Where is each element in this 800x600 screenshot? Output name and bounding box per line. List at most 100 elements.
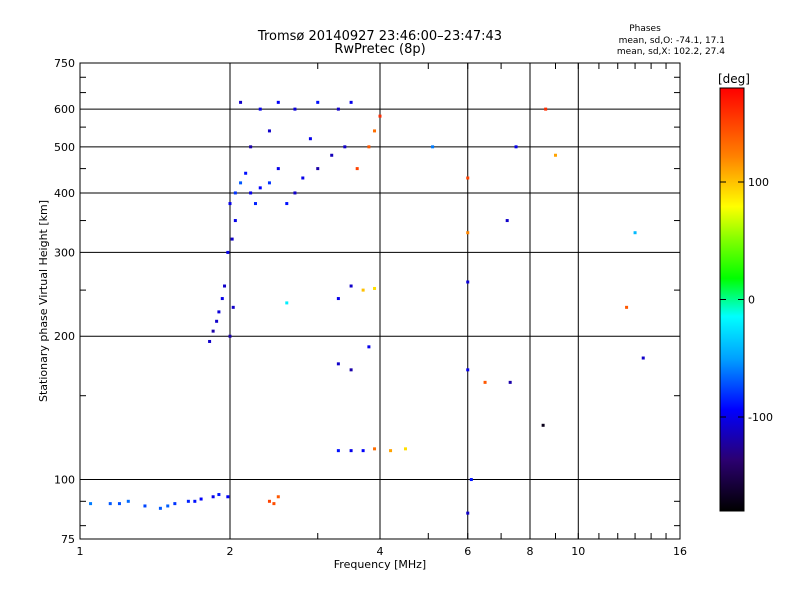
data-point <box>349 100 353 104</box>
data-point <box>217 310 221 314</box>
data-points <box>89 100 645 515</box>
chart-title: Tromsø 20140927 23:46:00–23:47:43 <box>257 29 502 44</box>
data-point <box>466 231 470 235</box>
data-point <box>373 286 377 290</box>
data-point <box>285 202 289 206</box>
data-point <box>389 449 393 453</box>
data-point <box>143 504 147 508</box>
colorbar-label: [deg] <box>718 72 750 86</box>
data-point <box>355 167 359 171</box>
data-point <box>211 329 215 333</box>
chart-subtitle: RwPretec (8p) <box>334 42 425 57</box>
x-tick-label: 2 <box>227 545 234 558</box>
data-point <box>483 380 487 384</box>
data-point <box>361 449 365 453</box>
data-point <box>469 478 473 482</box>
data-point <box>373 447 377 451</box>
data-point <box>173 502 177 506</box>
colorbar-tick-label: -100 <box>748 411 773 424</box>
data-point <box>89 502 93 506</box>
x-tick-label: 10 <box>571 545 585 558</box>
data-point <box>108 502 112 506</box>
data-point <box>258 186 262 190</box>
data-point <box>253 202 257 206</box>
data-point <box>249 145 253 149</box>
data-point <box>126 499 130 503</box>
data-point <box>211 495 215 499</box>
data-point <box>193 499 197 503</box>
y-tick-label: 400 <box>54 187 75 200</box>
data-point <box>367 345 371 349</box>
data-point <box>267 499 271 503</box>
data-point <box>226 250 230 254</box>
x-tick-label: 6 <box>464 545 471 558</box>
y-tick-label: 100 <box>54 474 75 487</box>
data-point <box>228 334 232 338</box>
data-point <box>553 153 557 157</box>
data-point <box>361 288 365 292</box>
data-point <box>316 167 320 171</box>
data-point <box>431 145 435 149</box>
data-point <box>267 129 271 133</box>
data-point <box>301 176 305 180</box>
data-point <box>239 181 243 185</box>
data-point <box>258 107 262 111</box>
data-point <box>208 339 212 343</box>
data-point <box>378 114 382 118</box>
data-point <box>276 167 280 171</box>
data-point <box>541 423 545 427</box>
stats-heading: Phases <box>629 24 661 34</box>
x-axis: 1 2 4 6 8 10 16 <box>77 63 687 558</box>
data-point <box>641 356 645 360</box>
x-axis-label: Frequency [MHz] <box>334 558 426 571</box>
data-point <box>117 502 121 506</box>
data-point <box>199 497 203 501</box>
data-point <box>349 284 353 288</box>
data-point <box>466 368 470 372</box>
data-point <box>158 506 162 510</box>
y-axis-label: Stationary phase Virtual Height [km] <box>37 200 50 402</box>
data-point <box>220 297 224 301</box>
data-point <box>505 219 509 223</box>
y-tick-label: 500 <box>54 141 75 154</box>
data-point <box>336 362 340 366</box>
data-point <box>293 107 297 111</box>
data-point <box>223 284 227 288</box>
data-point <box>230 237 234 241</box>
data-point <box>343 145 347 149</box>
y-tick-label: 300 <box>54 246 75 259</box>
data-point <box>228 202 232 206</box>
data-point <box>466 176 470 180</box>
data-point <box>166 504 170 508</box>
stats-line-x: mean, sd,X: 102.2, 27.4 <box>617 47 725 57</box>
data-point <box>244 171 248 175</box>
y-tick-label: 600 <box>54 103 75 116</box>
data-point <box>349 449 353 453</box>
colorbar-ticks: 100 0 -100 <box>720 176 773 424</box>
data-point <box>226 495 230 499</box>
data-point <box>285 301 289 305</box>
x-tick-label: 1 <box>77 545 84 558</box>
data-point <box>625 305 629 309</box>
y-tick-label: 75 <box>61 533 75 546</box>
data-point <box>276 100 280 104</box>
data-point <box>215 319 219 323</box>
data-point <box>308 137 312 141</box>
data-point <box>349 368 353 372</box>
y-axis: 75 100 200 300 400 500 600 750 <box>54 57 680 546</box>
data-point <box>544 107 548 111</box>
grid <box>80 63 680 539</box>
data-point <box>373 129 377 133</box>
data-point <box>276 495 280 499</box>
data-point <box>466 280 470 284</box>
data-point <box>293 191 297 195</box>
data-point <box>233 191 237 195</box>
y-tick-label: 750 <box>54 57 75 70</box>
data-point <box>231 305 235 309</box>
data-point <box>272 502 276 506</box>
data-point <box>316 100 320 104</box>
y-tick-label: 200 <box>54 330 75 343</box>
data-point <box>267 181 271 185</box>
x-tick-label: 4 <box>377 545 384 558</box>
